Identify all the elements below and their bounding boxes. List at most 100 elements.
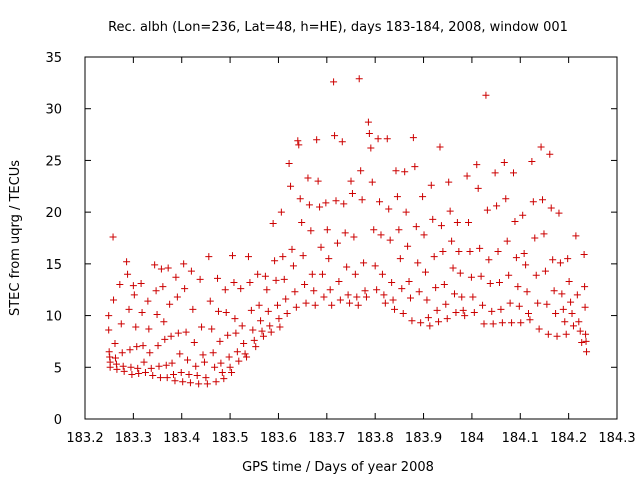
data-point: [568, 310, 576, 318]
data-point: [294, 137, 302, 145]
data-point: [540, 230, 548, 238]
data-point: [168, 359, 176, 367]
data-point: [351, 270, 359, 278]
data-point: [470, 308, 478, 316]
data-point: [186, 379, 194, 387]
data-point: [275, 315, 283, 323]
data-point: [449, 264, 457, 272]
data-point: [283, 310, 291, 318]
data-point: [328, 301, 336, 309]
data-point: [285, 160, 293, 168]
data-point: [181, 285, 189, 293]
data-point: [388, 278, 396, 286]
data-point: [279, 253, 287, 261]
data-point: [222, 308, 230, 316]
data-point: [355, 75, 363, 83]
data-point: [147, 364, 155, 372]
data-point: [406, 294, 414, 302]
y-axis-label: STEC from uqrg / TECUs: [8, 160, 23, 316]
data-point: [313, 136, 321, 144]
data-point: [233, 348, 241, 356]
data-point: [528, 157, 536, 165]
data-point: [238, 322, 246, 330]
data-point: [564, 255, 572, 263]
data-point: [157, 265, 165, 273]
data-point: [202, 374, 210, 382]
data-point: [174, 329, 182, 337]
data-point: [111, 339, 119, 347]
data-point: [206, 297, 214, 305]
data-point: [511, 217, 519, 225]
y-tick-label: 25: [45, 154, 62, 169]
data-point: [485, 256, 493, 264]
x-axis-label: GPS time / Days of year 2008: [242, 460, 434, 475]
data-point: [156, 374, 164, 382]
data-point: [135, 369, 143, 377]
data-point: [562, 330, 570, 338]
data-point: [455, 247, 463, 255]
data-point: [553, 332, 561, 340]
data-point: [184, 356, 192, 364]
data-point: [163, 374, 171, 382]
data-point: [535, 325, 543, 333]
data-point: [446, 207, 454, 215]
data-point: [549, 256, 557, 264]
data-point: [489, 320, 497, 328]
data-point: [582, 337, 590, 345]
data-point: [459, 306, 467, 314]
data-point: [479, 301, 487, 309]
data-point: [565, 277, 573, 285]
x-tick-label: 183.8: [357, 431, 394, 446]
data-point: [288, 245, 296, 253]
data-point: [301, 281, 309, 289]
data-point: [189, 305, 197, 313]
data-point: [370, 226, 378, 234]
data-point: [117, 320, 125, 328]
data-point: [226, 363, 234, 371]
data-point: [494, 247, 502, 255]
data-point: [365, 130, 373, 138]
data-point: [118, 349, 126, 357]
data-point: [348, 190, 356, 198]
data-point: [272, 276, 280, 284]
data-point: [344, 291, 352, 299]
data-point: [411, 163, 419, 171]
data-point: [432, 284, 440, 292]
data-point: [105, 326, 113, 334]
data-point: [522, 261, 530, 269]
data-point: [512, 254, 520, 262]
data-point: [164, 264, 172, 272]
data-point: [414, 259, 422, 267]
data-point: [561, 318, 569, 326]
data-point: [264, 307, 272, 315]
data-point: [318, 270, 326, 278]
data-point: [477, 272, 485, 280]
data-point: [105, 312, 113, 320]
data-point: [212, 378, 220, 386]
data-point: [480, 320, 488, 328]
data-point: [502, 195, 510, 203]
data-point: [249, 326, 257, 334]
data-points: [105, 75, 591, 388]
data-point: [255, 301, 263, 309]
data-point: [277, 208, 285, 216]
data-point: [576, 327, 584, 335]
data-point: [531, 234, 539, 242]
data-point: [371, 262, 379, 270]
data-point: [172, 273, 180, 281]
data-point: [214, 274, 222, 282]
data-point: [555, 209, 563, 217]
data-point: [180, 260, 188, 268]
data-point: [473, 161, 481, 169]
data-point: [482, 91, 490, 99]
data-point: [415, 288, 423, 296]
data-point: [361, 287, 369, 295]
plot-frame: [84, 56, 618, 420]
data-point: [254, 270, 262, 278]
data-point: [295, 141, 303, 149]
data-point: [123, 258, 131, 266]
data-point: [257, 317, 265, 325]
data-point: [111, 354, 119, 362]
data-point: [385, 205, 393, 213]
